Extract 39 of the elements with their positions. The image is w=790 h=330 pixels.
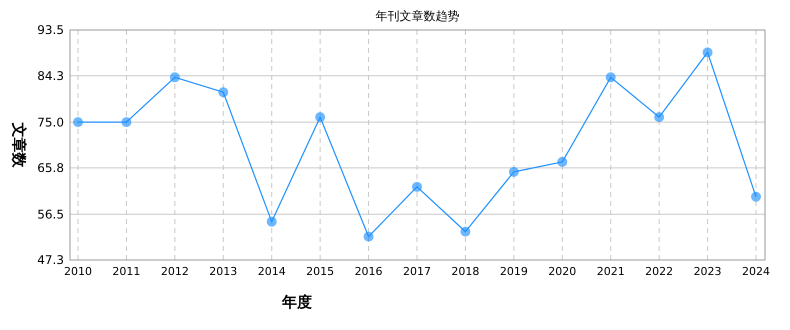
x-tick-label: 2023: [694, 265, 722, 278]
x-tick-label: 2016: [354, 265, 383, 278]
point: [218, 87, 228, 98]
point: [121, 117, 132, 128]
x-tick-label: 2022: [645, 265, 674, 278]
y-tick-label: 75.0: [37, 115, 64, 130]
x-tick-label: 2019: [500, 265, 528, 278]
point: [508, 166, 519, 177]
x-tick-label: 2017: [403, 265, 431, 278]
point: [606, 72, 616, 82]
point: [557, 156, 568, 167]
point: [751, 192, 761, 202]
x-tick-label: 2024: [742, 265, 770, 278]
x-tick-label: 2021: [596, 265, 625, 278]
x-tick-label: 2015: [306, 265, 334, 278]
x-tick-label: 2014: [258, 265, 286, 278]
x-tick-label: 2012: [160, 265, 189, 278]
point: [73, 117, 83, 128]
x-tick-label: 2011: [112, 265, 140, 278]
y-tick-label: 84.3: [37, 69, 64, 83]
chart-title: 年刊文章数趋势: [376, 9, 460, 23]
x-tick-label: 2010: [64, 265, 92, 278]
x-tick-label: 2018: [451, 265, 480, 278]
y-tick-label: 93.5: [37, 23, 64, 38]
point: [315, 112, 326, 122]
point: [412, 182, 422, 192]
y-tick-label: 56.5: [37, 207, 64, 222]
point: [266, 216, 277, 227]
point: [364, 232, 374, 242]
x-tick-label: 2013: [209, 265, 238, 278]
y-tick-label: 65.8: [37, 161, 64, 176]
x-tick-label: 2020: [548, 265, 576, 278]
point: [460, 226, 470, 237]
point: [654, 112, 664, 122]
y-tick-label: 47.3: [37, 253, 64, 268]
x-axis-title: 年度: [281, 293, 312, 311]
y-axis-title: 文章数: [10, 122, 28, 168]
point: [170, 72, 180, 82]
point: [702, 47, 713, 58]
